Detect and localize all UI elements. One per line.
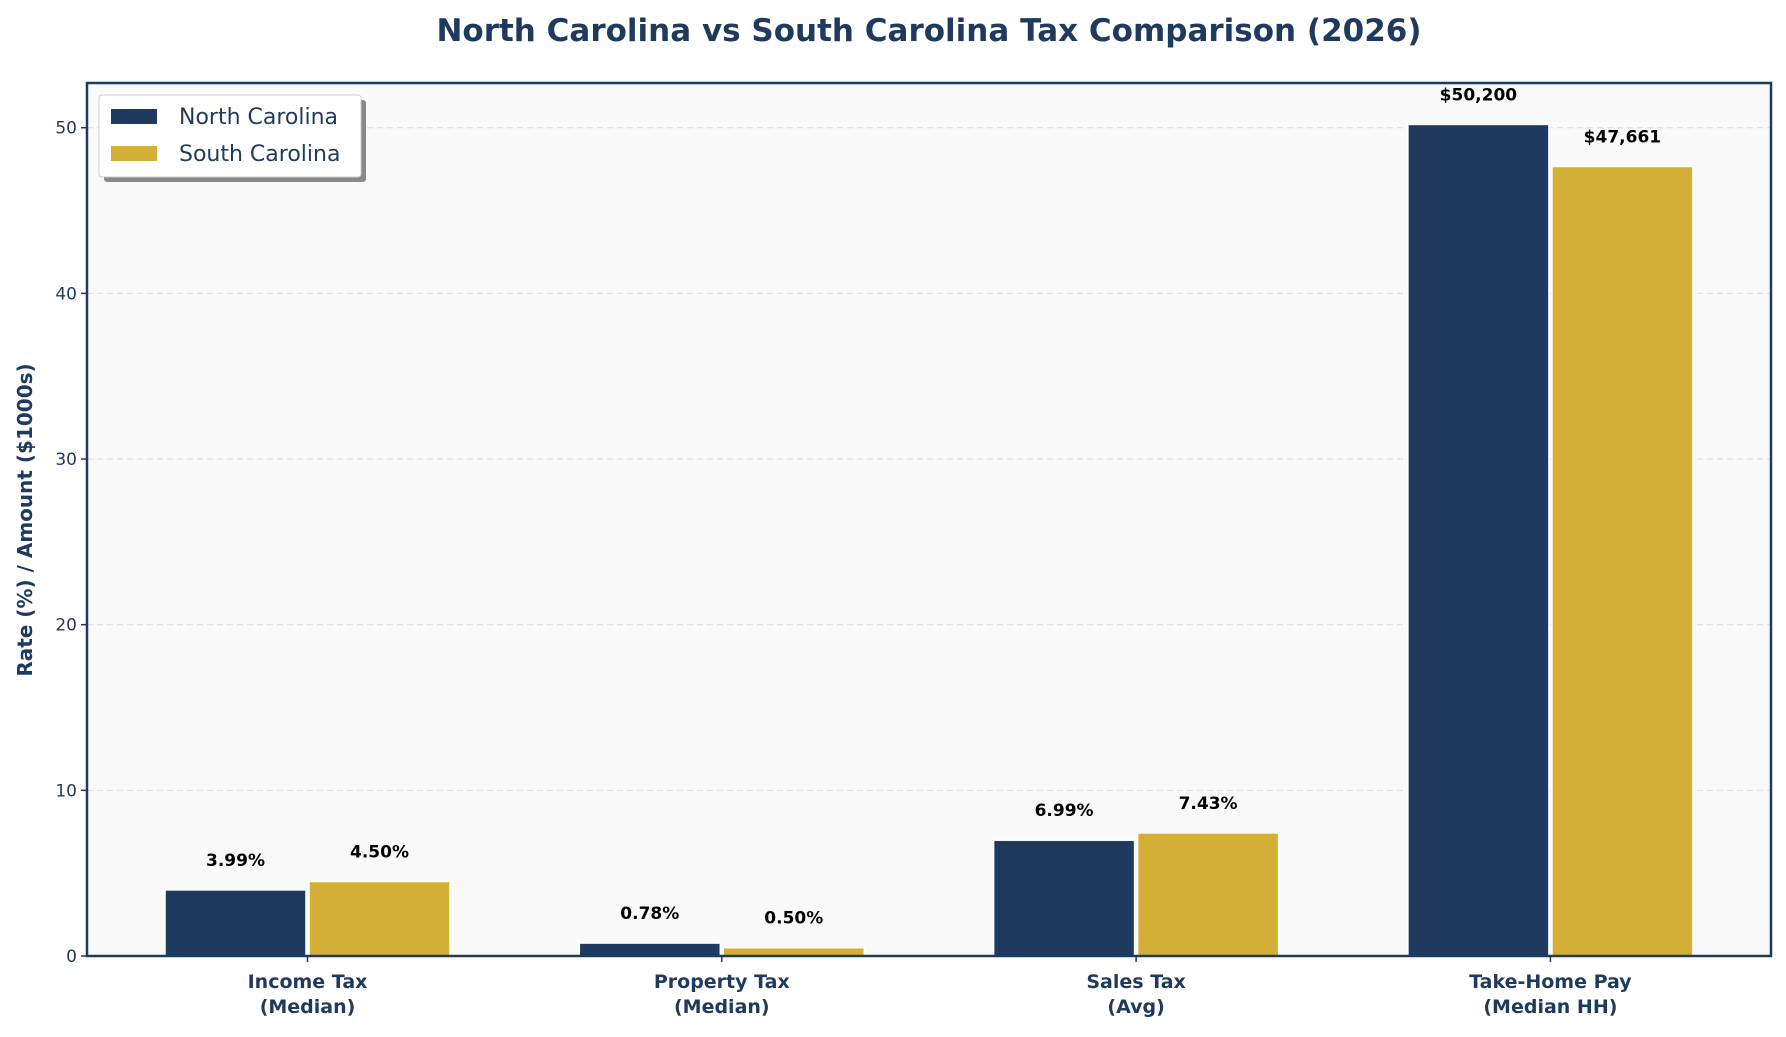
legend: North Carolina South Carolina xyxy=(98,94,366,182)
bar-north-carolina xyxy=(164,889,307,957)
data-label: 0.78% xyxy=(620,904,679,924)
data-label: 7.43% xyxy=(1179,794,1238,814)
legend-swatch xyxy=(111,146,157,161)
data-label: 6.99% xyxy=(1035,801,1094,821)
x-tick-label: Sales Tax (Avg) xyxy=(1086,971,1185,1018)
legend-label: South Carolina xyxy=(179,142,340,167)
bar-south-carolina xyxy=(1136,832,1280,957)
y-tick-label: 0 xyxy=(66,947,77,967)
y-tick-label: 30 xyxy=(55,450,77,470)
y-tick-label: 40 xyxy=(55,284,77,304)
bar-north-carolina xyxy=(992,839,1136,957)
x-tick-label: Property Tax (Median) xyxy=(654,971,790,1018)
bar-north-carolina xyxy=(1407,123,1550,957)
x-tick-label: Take-Home Pay (Median HH) xyxy=(1469,971,1632,1018)
chart-title: North Carolina vs South Carolina Tax Com… xyxy=(436,13,1421,49)
legend-box xyxy=(98,94,362,178)
y-tick-label: 20 xyxy=(55,616,77,636)
y-axis-label: Rate (%) / Amount ($1000s) xyxy=(13,363,37,676)
data-label: 4.50% xyxy=(350,842,409,862)
legend-swatch xyxy=(111,109,157,124)
y-tick-label: 50 xyxy=(55,119,77,139)
data-label: $47,661 xyxy=(1584,127,1661,147)
legend-label: North Carolina xyxy=(179,105,338,130)
data-label: 3.99% xyxy=(206,851,265,871)
data-label: 0.50% xyxy=(764,909,823,929)
x-tick-label: Income Tax (Median) xyxy=(248,971,368,1018)
plot-frame xyxy=(85,81,1773,958)
bar-south-carolina xyxy=(1551,165,1694,957)
data-label: $50,200 xyxy=(1440,85,1518,105)
y-tick-label: 10 xyxy=(55,781,77,801)
bar-north-carolina xyxy=(578,942,722,957)
bar-south-carolina xyxy=(308,880,451,957)
